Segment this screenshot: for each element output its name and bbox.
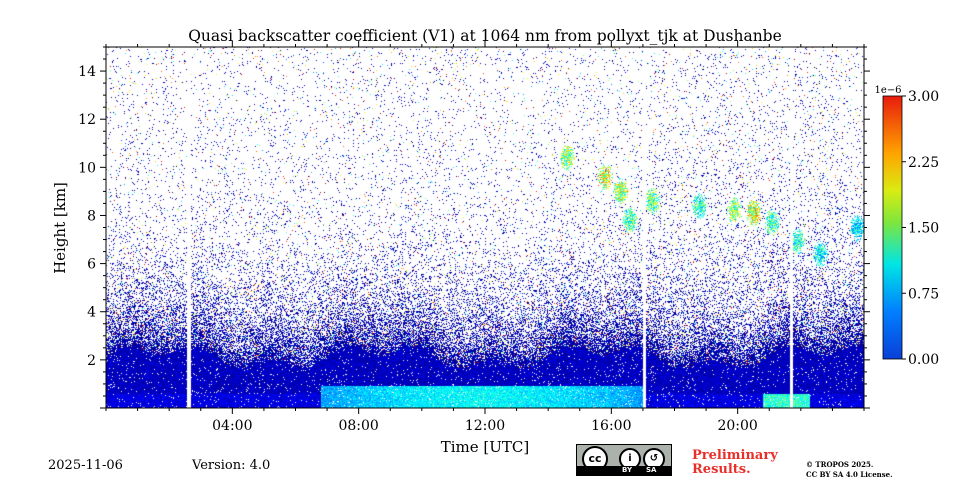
y-tick-label: 4	[87, 305, 96, 321]
preliminary-notice: Preliminary Results.	[692, 449, 802, 477]
y-tick-label: 10	[78, 160, 96, 176]
colorbar-tick-label: 0.75	[908, 286, 939, 302]
x-tick-label: 04:00	[212, 418, 252, 434]
footer-date: 2025-11-06	[48, 458, 123, 473]
x-tick-label: 16:00	[591, 418, 631, 434]
y-tick-label: 8	[87, 208, 96, 224]
y-tick-label: 2	[87, 353, 96, 369]
colorbar-tick-label: 2.25	[908, 155, 939, 171]
license-line-1: © TROPOS 2025.	[806, 460, 874, 469]
x-tick-label: 12:00	[465, 418, 505, 434]
cc-license-badge: cc i ↺ BY SA	[576, 444, 672, 476]
y-tick-label: 12	[78, 112, 96, 128]
preliminary-text: Preliminary	[692, 448, 778, 463]
results-text: Results.	[692, 462, 751, 477]
y-axis-label: Height [km]	[51, 182, 69, 274]
license-line-2: CC BY SA 4.0 License.	[806, 470, 893, 479]
x-tick-label: 08:00	[338, 418, 378, 434]
colorbar-tick-label: 3.00	[908, 89, 939, 105]
footer-version: Version: 4.0	[192, 458, 271, 473]
x-axis-label: Time [UTC]	[441, 438, 530, 456]
chart-title: Quasi backscatter coefficient (V1) at 10…	[188, 27, 782, 45]
license-notice: © TROPOS 2025. CC BY SA 4.0 License.	[806, 460, 946, 480]
y-axis: 2 4 6 8 10 12 14	[78, 46, 870, 409]
colorbar-gradient	[882, 95, 903, 360]
cc-sa-label: SA	[646, 466, 657, 474]
colorbar-tick-label: 0.00	[908, 352, 939, 368]
plot-area	[105, 46, 865, 409]
colorbar-scale-label: 1e−6	[874, 85, 901, 96]
x-tick-label: 20:00	[717, 418, 757, 434]
cc-by-label: BY	[622, 466, 633, 474]
colorbar-tick-label: 1.50	[908, 221, 939, 237]
y-tick-label: 6	[87, 257, 96, 273]
colorbar-ticks: 0.00 0.75 1.50 2.25 3.00	[902, 89, 939, 368]
share-alike-icon: ↺	[643, 448, 665, 470]
backscatter-heatmap	[106, 47, 864, 408]
colorbar: 0.00 0.75 1.50 2.25 3.00 1e−6	[874, 85, 939, 368]
x-axis: 04:00 08:00 12:00 16:00 20:00	[105, 41, 865, 434]
y-tick-label: 14	[78, 64, 96, 80]
